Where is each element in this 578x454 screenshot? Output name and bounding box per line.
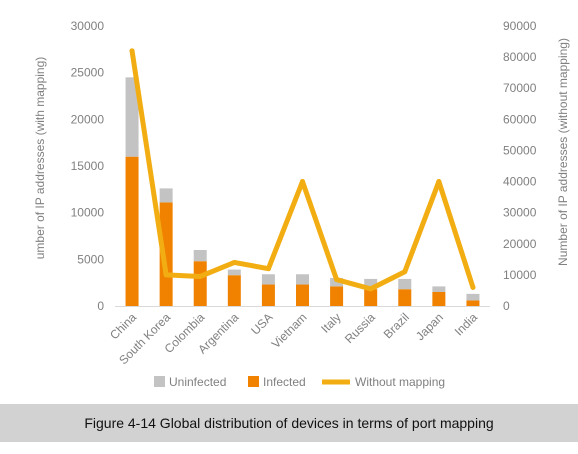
point-without-mapping (163, 272, 169, 278)
point-without-mapping (368, 286, 374, 292)
line-without-mapping (129, 48, 476, 292)
category-label: Brazil (381, 310, 412, 341)
point-without-mapping (300, 179, 305, 185)
bar-uninfected-china (125, 77, 139, 157)
bar-infected-usa (261, 284, 275, 306)
bar-uninfected-vietnam (296, 274, 309, 285)
left-tick-label: 30000 (71, 19, 105, 33)
left-axis-label: umber of IP addresses (with mapping) (33, 57, 47, 260)
right-tick-label: 60000 (503, 112, 537, 126)
left-tick-label: 10000 (71, 206, 105, 220)
figure-caption: Figure 4-14 Global distribution of devic… (84, 415, 494, 431)
bar-uninfected-italy (330, 278, 344, 287)
right-tick-label: 50000 (503, 143, 537, 157)
bar-infected-argentina (227, 275, 241, 306)
bar-infected-colombia (193, 261, 207, 306)
bar-infected-russia (364, 289, 378, 306)
point-without-mapping (436, 179, 442, 185)
point-without-mapping (129, 48, 135, 54)
bar-uninfected-india (466, 293, 480, 301)
bar-infected-brazil (398, 289, 412, 306)
right-tick-label: 70000 (503, 81, 537, 95)
right-axis-label: Number of IP addresses (without mapping) (556, 38, 570, 266)
bar-uninfected-brazil (398, 278, 412, 290)
point-without-mapping (231, 259, 237, 265)
left-tick-label: 0 (97, 299, 104, 313)
legend-swatch-uninfected (154, 376, 165, 387)
bar-uninfected-argentina (227, 269, 241, 276)
legend-label-infected: Infected (263, 375, 306, 389)
point-without-mapping (402, 269, 408, 275)
bar-uninfected-russia (364, 278, 378, 290)
point-without-mapping (265, 266, 271, 272)
point-without-mapping (197, 273, 203, 279)
right-tick-label: 80000 (503, 50, 537, 64)
bar-uninfected-colombia (193, 250, 207, 262)
legend-label-uninfected: Uninfected (169, 375, 226, 389)
bar-infected-china (125, 156, 139, 306)
bar-infected-vietnam (296, 284, 309, 306)
bar-uninfected-japan (432, 286, 446, 292)
category-label: China (107, 310, 139, 342)
bar-infected-japan (432, 292, 446, 306)
bar-infected-india (466, 300, 480, 306)
left-tick-label: 25000 (71, 66, 105, 80)
right-tick-label: 90000 (503, 19, 537, 33)
left-tick-label: 15000 (71, 159, 105, 173)
right-tick-label: 10000 (503, 268, 537, 282)
bar-infected-south-korea (159, 202, 173, 306)
category-label: India (452, 310, 481, 339)
left-tick-label: 5000 (77, 252, 104, 266)
point-without-mapping (470, 284, 476, 290)
right-tick-label: 40000 (503, 175, 537, 189)
category-label: Russia (342, 310, 378, 346)
right-tick-label: 30000 (503, 206, 537, 220)
caption-band: Figure 4-14 Global distribution of devic… (0, 404, 578, 442)
legend-swatch-infected (248, 376, 259, 387)
category-label: Japan (413, 310, 446, 343)
category-label: USA (248, 310, 275, 337)
bar-uninfected-south-korea (159, 188, 173, 203)
bar-uninfected-usa (261, 274, 275, 285)
point-without-mapping (334, 277, 340, 283)
right-tick-label: 0 (503, 299, 510, 313)
category-label: Italy (318, 310, 343, 335)
category-label: Vietnam (269, 310, 310, 351)
right-tick-label: 20000 (503, 237, 537, 251)
legend-label-without-mapping: Without mapping (355, 375, 445, 389)
left-tick-label: 20000 (71, 112, 105, 126)
bar-infected-italy (330, 286, 344, 306)
